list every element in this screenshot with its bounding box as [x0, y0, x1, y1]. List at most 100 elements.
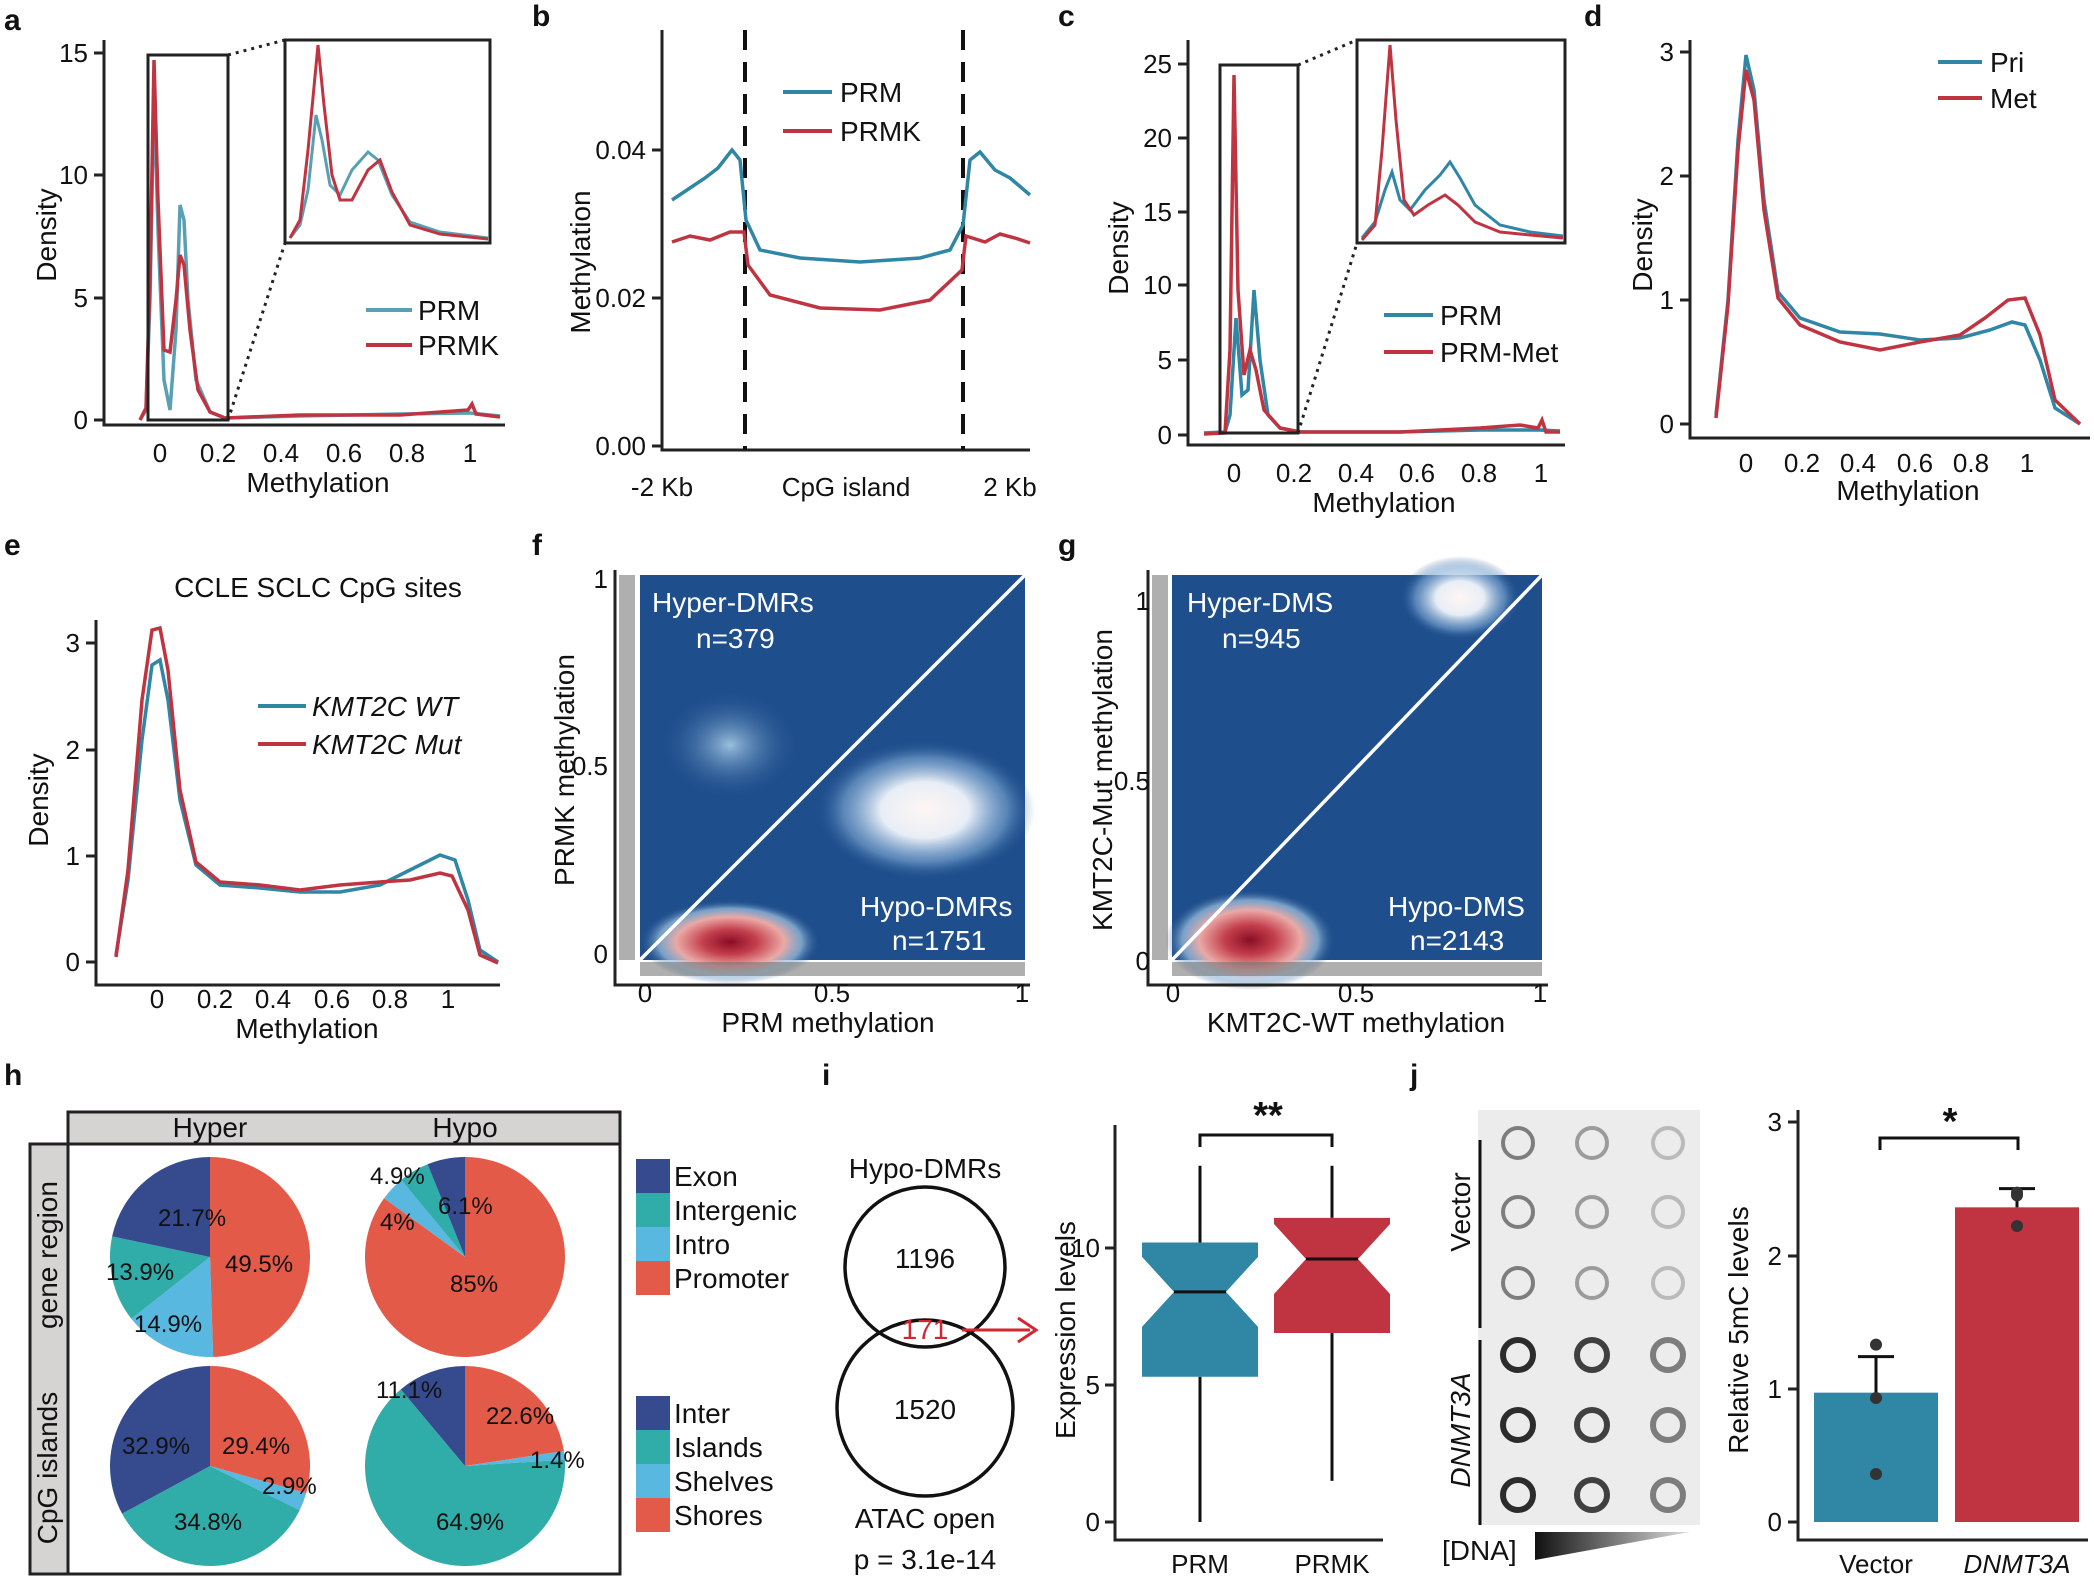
g-hypo-label: Hypo-DMS	[1388, 891, 1525, 922]
c-inset-PRM-Met	[1360, 44, 1564, 241]
j-bar-xtick: DNMT3A	[1964, 1549, 2071, 1578]
a-legend-PRM: PRM	[418, 295, 480, 326]
c-legend-PRM: PRM	[1440, 300, 1502, 331]
h-legend-intro: Intro	[674, 1229, 730, 1260]
h-legend-swatch	[636, 1261, 670, 1295]
blot-dot	[1575, 1266, 1609, 1300]
h-legend-promoter: Promoter	[674, 1263, 789, 1294]
panel-b: 0.00 0.02 0.04 Methylation -2 Kb CpG isl…	[565, 30, 1037, 502]
panel-b-axes	[660, 30, 1030, 452]
h-row-gene: gene region	[32, 1181, 63, 1329]
c-xtick: 0.4	[1338, 458, 1374, 488]
c-xtick: 1	[1534, 458, 1548, 488]
j-blot-label-dnmt3a: DNMT3A	[1445, 1372, 1476, 1487]
h-legend-islands: Islands	[674, 1432, 763, 1463]
c-xtick: 0.6	[1399, 458, 1435, 488]
i-venn-b-only: 1520	[894, 1394, 956, 1425]
panel-f: Hyper-DMRs n=379 Hypo-DMRs n=1751 0 0.5 …	[549, 564, 1035, 1038]
blot-dot	[1500, 1337, 1536, 1373]
h-legend-intergenic: Intergenic	[674, 1195, 797, 1226]
a-xtick: 0.6	[326, 438, 362, 468]
h-pie-gene-hypo	[364, 1157, 565, 1357]
h-label: 29.4%	[222, 1433, 290, 1460]
h-col-strip	[66, 1110, 622, 1146]
j-bar-sig-bracket	[1878, 1136, 2020, 1150]
h-legend-swatch	[636, 1227, 670, 1261]
bar-point	[1870, 1468, 1882, 1480]
blot-dot	[1651, 1126, 1685, 1160]
f-hyper-n: n=379	[696, 623, 775, 654]
j-bar-ytick: 0	[1768, 1507, 1782, 1537]
panel-letter-b: b	[532, 0, 550, 33]
panel-i-venn: Hypo-DMRs 1196 171 1520 ATAC open p = 3.…	[835, 1153, 1039, 1575]
bar-point	[2011, 1189, 2023, 1202]
h-col-hyper: Hyper	[173, 1112, 248, 1143]
c-zoom-box	[1218, 63, 1300, 435]
i-venn-a-only: 1196	[895, 1243, 955, 1274]
j-bar-sig: *	[1943, 1101, 1958, 1143]
b-ytick: 0.04	[595, 135, 646, 165]
f-hypo-label: Hypo-DMRs	[860, 891, 1012, 922]
e-xtick: 0.8	[372, 984, 408, 1014]
g-density-top	[1400, 556, 1520, 640]
blot-dot	[1650, 1337, 1686, 1373]
bar-Vector	[1814, 1392, 1938, 1522]
h-label: 2.9%	[262, 1473, 317, 1500]
pie-slice-exon	[427, 1157, 465, 1257]
panel-h: Hyper Hypo gene region CpG islands 21.7%…	[28, 1110, 797, 1576]
e-ytick: 1	[66, 841, 80, 871]
g-xlabel: KMT2C-WT methylation	[1207, 1007, 1505, 1038]
e-legend-WT: KMT2C WT	[312, 691, 460, 722]
h-label: 34.8%	[174, 1509, 242, 1536]
h-label: 6.1%	[438, 1193, 493, 1220]
c-ytick: 15	[1143, 197, 1172, 227]
j-blot-xlabel: [DNA]	[1442, 1535, 1517, 1566]
a-xtick: 0	[153, 438, 167, 468]
f-ylabel: PRMK methylation	[549, 654, 580, 886]
panel-c-axes	[1186, 40, 1565, 447]
h-legend-shores: Shores	[674, 1500, 763, 1531]
c-zoom-connector	[1297, 38, 1358, 67]
g-diagonal	[1170, 573, 1544, 962]
j-blot-wedge	[1535, 1532, 1690, 1560]
d-xtick: 0	[1739, 448, 1753, 478]
a-xtick: 1	[463, 438, 477, 468]
panel-letter-a: a	[4, 4, 21, 37]
f-diagonal	[638, 573, 1027, 962]
panel-d-axes	[1688, 40, 2090, 440]
blot-dot	[1575, 1195, 1609, 1229]
h-label: 4.9%	[370, 1163, 425, 1190]
blot-dot	[1501, 1195, 1535, 1229]
d-ytick: 0	[1660, 409, 1674, 439]
i-venn-set-a: Hypo-DMRs	[849, 1153, 1001, 1184]
bar-DNMT3A	[1955, 1207, 2079, 1522]
blot-dot	[1501, 1266, 1535, 1300]
bar-point	[2011, 1220, 2023, 1232]
i-box-ytick: 10	[1071, 1233, 1100, 1263]
h-row-cpg: CpG islands	[32, 1392, 63, 1545]
b-legend-PRM: PRM	[840, 77, 902, 108]
panel-letter-e: e	[4, 529, 21, 562]
j-bar-ylabel: Relative 5mC levels	[1723, 1206, 1754, 1453]
c-xtick: 0.2	[1276, 458, 1312, 488]
b-legend-PRMK: PRMK	[840, 116, 921, 147]
i-venn-pvalue: p = 3.1e-14	[854, 1544, 996, 1575]
c-ytick: 25	[1143, 49, 1172, 79]
d-legend-Pri: Pri	[1990, 47, 2024, 78]
b-xtick: 2 Kb	[983, 472, 1037, 502]
f-density-mid	[815, 740, 1035, 880]
a-ytick: 5	[74, 283, 88, 313]
h-col-hypo: Hypo	[432, 1112, 497, 1143]
h-legend-inter: Inter	[674, 1398, 730, 1429]
i-box-ylabel: Expression levels	[1050, 1221, 1081, 1439]
d-ylabel: Density	[1627, 198, 1658, 291]
blot-dot	[1574, 1337, 1610, 1373]
d-xlabel: Methylation	[1836, 475, 1979, 506]
i-box-ytick: 5	[1086, 1370, 1100, 1400]
blot-dot	[1500, 1407, 1536, 1443]
h-label: 4%	[380, 1209, 415, 1236]
g-ytick: 1	[1136, 586, 1150, 616]
pie-slice-intro	[131, 1257, 214, 1357]
panel-a: 0 5 10 15 0 0.2 0.4 0.6 0.8 1 Methylatio…	[31, 38, 505, 498]
